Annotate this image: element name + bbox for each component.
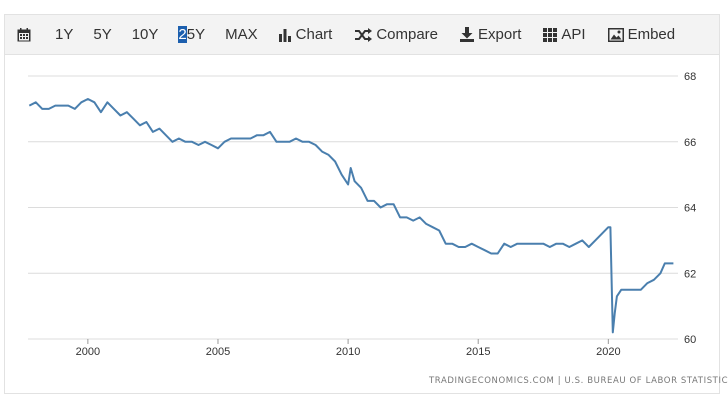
range-25y-label: 5Y: [186, 26, 206, 43]
calendar-button[interactable]: [17, 15, 31, 55]
range-1y-button[interactable]: 1Y: [55, 26, 74, 43]
calendar-icon: [17, 27, 31, 41]
x-tick-label: 2010: [336, 346, 360, 358]
x-tick-label: 2015: [466, 346, 490, 358]
embed-label: Embed: [627, 26, 676, 43]
bar-chart-icon: [278, 28, 291, 42]
compare-button[interactable]: Compare: [354, 15, 438, 55]
export-button[interactable]: Export: [460, 15, 521, 55]
chart-widget: 1Y 5Y 10Y 2 5Y MAX Chart Compare Export: [4, 14, 720, 394]
series-line: [28, 98, 674, 334]
chart-toolbar: 1Y 5Y 10Y 2 5Y MAX Chart Compare Export: [5, 15, 719, 55]
x-tick-label: 2000: [76, 346, 100, 358]
x-tick-label: 2020: [596, 346, 620, 358]
y-tick-label: 66: [684, 137, 696, 149]
range-10y-button[interactable]: 10Y: [131, 26, 159, 43]
shuffle-icon: [355, 27, 373, 42]
embed-button[interactable]: Embed: [607, 15, 676, 55]
range-5y-button[interactable]: 5Y: [93, 26, 112, 43]
range-25y-highlight: 2: [178, 26, 187, 43]
compare-label: Compare: [376, 26, 439, 43]
y-tick-label: 68: [684, 71, 696, 83]
y-tick-label: 60: [684, 334, 696, 346]
y-tick-label: 62: [684, 268, 696, 280]
export-label: Export: [478, 26, 522, 43]
range-25y-button[interactable]: 2 5Y: [178, 15, 205, 55]
chart-type-label: Chart: [295, 26, 333, 43]
api-label: API: [561, 26, 586, 43]
api-button[interactable]: API: [543, 15, 586, 55]
y-tick-label: 64: [684, 203, 696, 215]
grid-icon: [543, 27, 558, 42]
download-icon: [460, 27, 475, 42]
image-icon: [607, 27, 624, 42]
source-credit: TRADINGECONOMICS.COM | U.S. BUREAU OF LA…: [429, 376, 728, 386]
chart-type-button[interactable]: Chart: [278, 15, 333, 55]
range-max-button[interactable]: MAX: [225, 26, 258, 43]
x-tick-label: 2005: [206, 346, 230, 358]
